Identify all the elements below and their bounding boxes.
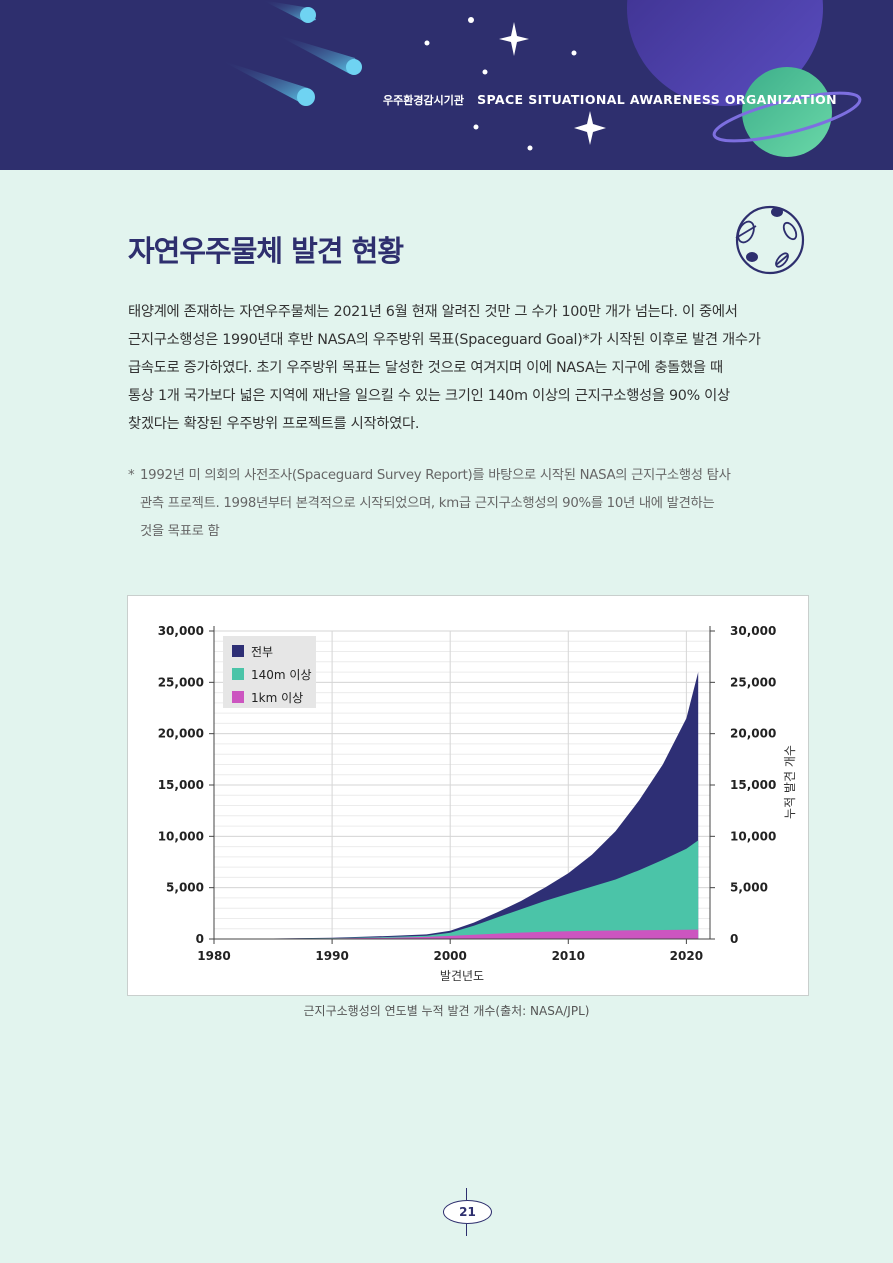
section-title: 자연우주물체 발견 현황 [128,234,404,268]
planet-orbit-icon [735,205,805,275]
x-tick-label: 1980 [197,949,230,963]
body-line: 통상 1개 국가보다 넓은 지역에 재난을 일으킬 수 있는 크기인 140m … [128,388,730,404]
body-line: 급속도로 증가하였다. 초기 우주방위 목표는 달성한 것으로 여겨지며 이에 … [128,360,723,376]
star-icon [424,17,606,151]
comet-icon [220,60,315,106]
y-tick-label-right: 15,000 [730,778,776,792]
organization-name: 우주환경감시기관 SPACE SITUATIONAL AWARENESS ORG… [383,89,837,108]
body-line: 태양계에 존재하는 자연우주물체는 2021년 6월 현재 알려진 것만 그 수… [128,304,738,320]
legend-label: 140m 이상 [251,668,312,682]
area-chart: 0 0 5,000 5,000 10,000 10,000 15,000 15,000 20,0… [158,624,797,983]
legend-label: 1km 이상 [251,691,303,705]
comet-icon [262,0,316,23]
y-axis-label: 누적 발견 개수 [783,745,797,819]
area-1km [214,929,699,939]
x-tick-label: 1990 [315,949,348,963]
x-tick-label: 2020 [670,949,703,963]
body-line: 찾겠다는 확장된 우주방위 프로젝트를 시작하였다. [128,416,420,432]
y-tick-label-left: 0 [196,932,204,946]
planet-green [742,67,832,157]
footnote-marker: * [128,468,135,483]
y-tick-label-left: 30,000 [158,624,204,638]
page-header: 우주환경감시기관 SPACE SITUATIONAL AWARENESS ORG… [0,0,893,170]
y-tick-label-right: 0 [730,932,738,946]
body-paragraph: 태양계에 존재하는 자연우주물체는 2021년 6월 현재 알려진 것만 그 수… [128,298,808,438]
y-tick-label-left: 10,000 [158,829,204,843]
page-number-line-top [466,1188,467,1200]
y-tick-label-right: 10,000 [730,829,776,843]
legend-label: 전부 [251,645,273,659]
planet-ring [712,91,862,143]
area-140m [214,840,699,939]
y-tick-label-right: 30,000 [730,624,776,638]
legend-swatch [232,668,244,680]
header-illustration [220,0,862,157]
chart-caption: 근지구소행성의 연도별 누적 발견 개수(출처: NASA/JPL) [303,1004,590,1018]
footnote-text: 1992년 미 의회의 사전조사(Spaceguard Survey Repor… [128,462,808,546]
y-tick-label-left: 20,000 [158,727,204,741]
body-line: 근지구소행성은 1990년대 후반 NASA의 우주방위 목표(Spacegua… [128,332,761,348]
page-number: 21 [443,1200,492,1224]
x-tick-label: 2000 [433,949,466,963]
x-tick-label: 2010 [552,949,585,963]
footnote: * 1992년 미 의회의 사전조사(Spaceguard Survey Rep… [128,462,808,546]
area-total [214,672,699,939]
org-korean: 우주환경감시기관 [383,94,464,107]
legend-swatch [232,645,244,657]
legend-swatch [232,691,244,703]
x-axis-label: 발견년도 [440,969,484,983]
y-tick-label-left: 15,000 [158,778,204,792]
comet-icon [275,34,362,75]
y-tick-label-left: 5,000 [166,881,204,895]
y-tick-label-left: 25,000 [158,675,204,689]
chart-container: 0 0 5,000 5,000 10,000 10,000 15,000 15,000 20,0… [127,595,809,996]
footnote-line: 1992년 미 의회의 사전조사(Spaceguard Survey Repor… [140,468,731,483]
footnote-line: 관측 프로젝트. 1998년부터 본격적으로 시작되었으며, km급 근지구소행… [140,496,715,511]
footnote-line: 것을 목표로 함 [140,524,220,539]
y-tick-label-right: 5,000 [730,881,768,895]
page-number-line-bottom [466,1224,467,1236]
org-english: SPACE SITUATIONAL AWARENESS ORGANIZATION [477,92,838,107]
y-tick-label-right: 20,000 [730,727,776,741]
y-tick-label-right: 25,000 [730,675,776,689]
